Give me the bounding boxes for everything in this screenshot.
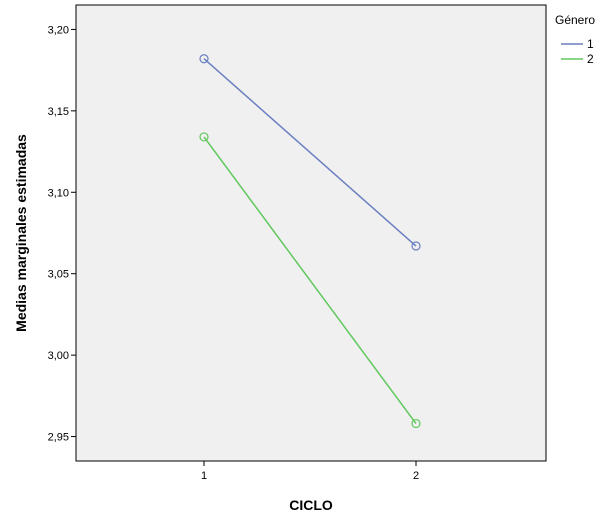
series-1-point <box>199 54 209 64</box>
x-tick-label: 2 <box>413 470 419 482</box>
y-tick-label: 2,95 <box>48 432 69 444</box>
y-tick-label: 3,20 <box>48 24 69 36</box>
y-tick-label: 3,05 <box>48 269 69 281</box>
y-tick-label: 3,15 <box>48 106 69 118</box>
series-layer <box>199 54 421 429</box>
y-axis: 3,20 3,15 3,10 3,05 3,00 2,95 <box>48 24 76 444</box>
legend-title: Género <box>555 13 595 27</box>
y-tick-label: 3,10 <box>48 187 69 199</box>
series-2-point <box>199 132 209 142</box>
series-1-line <box>203 58 417 247</box>
legend-label-1: 1 <box>587 37 594 51</box>
x-tick-label: 1 <box>201 470 207 482</box>
series-2-point <box>411 418 421 429</box>
legend-label-2: 2 <box>587 52 594 66</box>
series-2-line <box>203 136 417 424</box>
series-1-point <box>411 241 421 251</box>
x-axis-title: CICLO <box>289 497 333 513</box>
y-tick-label: 3,00 <box>48 350 69 362</box>
y-axis-title: Medias marginales estimadas <box>13 134 29 332</box>
legend: Género 12 <box>555 13 595 66</box>
plot-area <box>75 4 547 462</box>
